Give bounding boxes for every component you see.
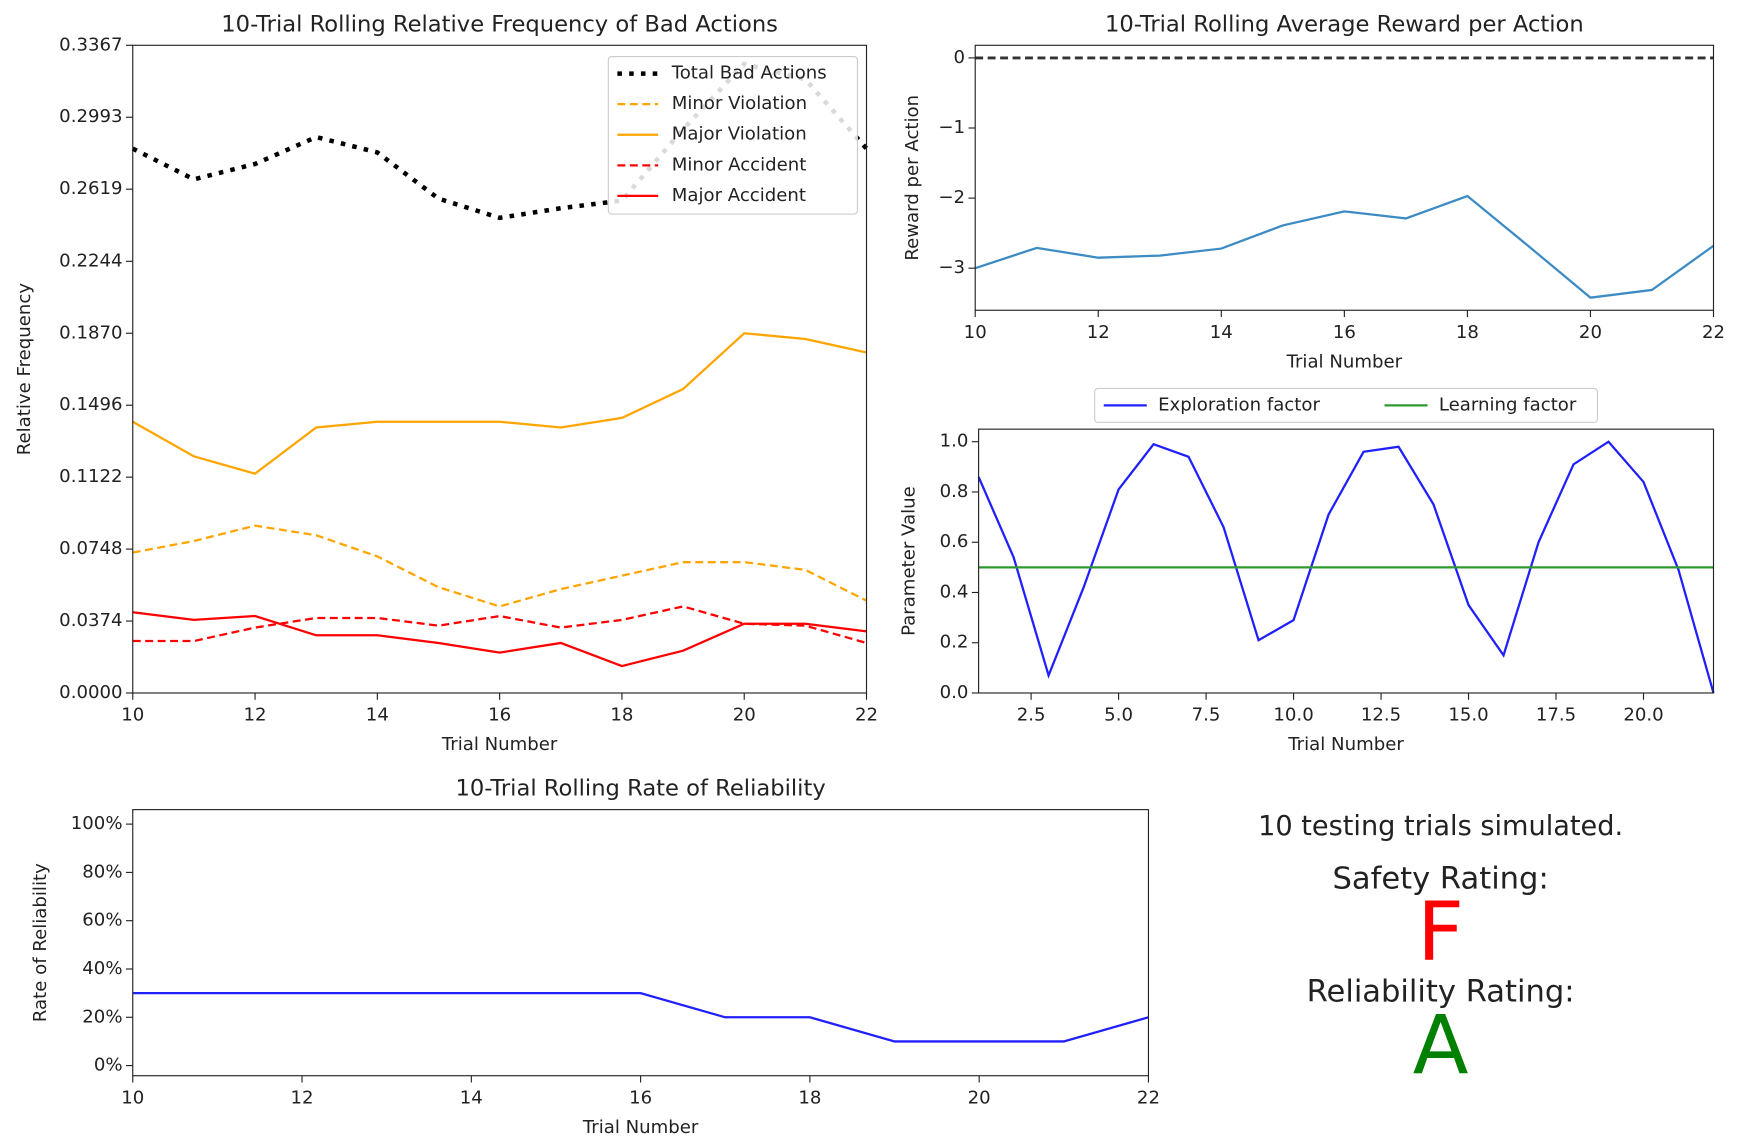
y-axis-label: Reward per Action — [902, 95, 923, 261]
series-line — [132, 524, 868, 608]
x-tick-label: 20 — [968, 1087, 991, 1108]
x-tick-label: 12 — [291, 1087, 314, 1108]
x-tick-label: 16 — [629, 1087, 652, 1108]
legend-box — [607, 56, 859, 215]
y-tick-label: 0.2993 — [59, 106, 122, 127]
y-axis-label: Relative Frequency — [14, 283, 35, 456]
y-tick-label: 20% — [82, 1006, 122, 1027]
x-tick-label: 20.0 — [1623, 705, 1663, 726]
x-axis-label: Trial Number — [582, 1117, 699, 1138]
x-tick-label: 10 — [121, 1087, 144, 1108]
chart-title: 10-Trial Rolling Rate of Reliability — [456, 776, 826, 802]
chart-title: 10-Trial Rolling Relative Frequency of B… — [221, 11, 778, 37]
legend-label: Major Accident — [672, 185, 806, 206]
x-tick-label: 22 — [1702, 322, 1725, 343]
axes-frame — [974, 44, 1715, 311]
plot-area — [975, 45, 1714, 311]
y-tick-label: 0.6 — [940, 531, 969, 552]
y-tick-label: 0.1496 — [59, 394, 122, 415]
y-tick-label: 60% — [82, 910, 122, 931]
x-axis-label: Trial Number — [1286, 351, 1403, 372]
y-tick-label: 40% — [82, 958, 122, 979]
x-axis-label: Trial Number — [1287, 734, 1404, 755]
safety-grade: F — [1417, 885, 1464, 980]
series-line — [132, 611, 867, 668]
series-line — [132, 992, 1149, 1043]
x-tick-label: 16 — [488, 705, 511, 726]
y-tick-label: 1.0 — [940, 431, 969, 452]
y-tick-label: 0.2244 — [59, 250, 122, 271]
axes-frame — [132, 809, 1150, 1077]
plot-area — [132, 809, 1149, 1076]
x-tick-label: 10 — [121, 705, 144, 726]
series-line — [977, 440, 1715, 694]
x-tick-label: 14 — [366, 705, 389, 726]
x-tick-label: 12.5 — [1361, 705, 1401, 726]
reliability-label: Reliability Rating: — [1307, 975, 1575, 1010]
reliability-grade: A — [1413, 998, 1469, 1093]
legend-label: Major Violation — [672, 124, 807, 145]
axes-frame — [132, 44, 868, 694]
y-tick-label: 0 — [953, 47, 965, 68]
x-tick-label: 20 — [1579, 322, 1602, 343]
y-tick-label: −1 — [938, 117, 965, 138]
x-tick-label: 14 — [460, 1087, 483, 1108]
y-tick-label: 0.0 — [940, 682, 969, 703]
y-tick-label: 100% — [71, 813, 123, 834]
y-axis-label: Parameter Value — [899, 486, 920, 636]
y-tick-label: 0.1870 — [59, 322, 122, 343]
legend-label: Total Bad Actions — [671, 63, 827, 84]
x-tick-label: 18 — [1456, 322, 1479, 343]
x-tick-label: 15.0 — [1448, 705, 1488, 726]
plot-area — [978, 429, 1714, 693]
y-tick-label: 0.8 — [940, 481, 969, 502]
series-line — [974, 194, 1715, 299]
x-tick-label: 14 — [1210, 322, 1233, 343]
x-tick-label: 12 — [244, 705, 267, 726]
x-tick-label: 7.5 — [1192, 705, 1221, 726]
legend-label: Minor Violation — [672, 93, 807, 114]
safety-label: Safety Rating: — [1332, 861, 1548, 896]
chart-title: 10-Trial Rolling Average Reward per Acti… — [1105, 11, 1584, 37]
y-tick-label: 0.0748 — [59, 538, 122, 559]
x-tick-label: 18 — [798, 1087, 821, 1108]
x-tick-label: 20 — [733, 705, 756, 726]
y-tick-label: 80% — [82, 861, 122, 882]
y-tick-label: −3 — [938, 257, 965, 278]
y-axis-label: Rate of Reliability — [30, 863, 51, 1022]
legend-label: Exploration factor — [1158, 394, 1320, 415]
x-tick-label: 10 — [964, 322, 987, 343]
y-tick-label: 0% — [94, 1055, 123, 1076]
x-axis-label: Trial Number — [441, 734, 558, 755]
x-tick-label: 22 — [855, 705, 878, 726]
series-line — [132, 332, 867, 475]
x-tick-label: 10.0 — [1273, 705, 1313, 726]
axes-frame — [978, 428, 1715, 694]
y-tick-label: 0.4 — [940, 581, 969, 602]
y-tick-label: 0.1122 — [59, 466, 122, 487]
x-tick-label: 17.5 — [1536, 705, 1576, 726]
y-tick-label: 0.2619 — [59, 178, 122, 199]
y-tick-label: −2 — [938, 187, 965, 208]
x-tick-label: 5.0 — [1104, 705, 1133, 726]
y-tick-label: 0.2 — [940, 632, 969, 653]
x-tick-label: 16 — [1333, 322, 1356, 343]
summary-trials: 10 testing trials simulated. — [1258, 811, 1623, 842]
x-tick-label: 22 — [1137, 1087, 1160, 1108]
x-tick-label: 18 — [610, 705, 633, 726]
x-tick-label: 2.5 — [1017, 705, 1046, 726]
y-tick-label: 0.3367 — [59, 34, 122, 55]
x-tick-label: 12 — [1087, 322, 1110, 343]
y-tick-label: 0.0000 — [59, 682, 122, 703]
legend-label: Learning factor — [1439, 394, 1577, 415]
y-tick-label: 0.0374 — [59, 610, 122, 631]
legend-box — [1094, 387, 1598, 423]
legend-label: Minor Accident — [672, 154, 807, 175]
